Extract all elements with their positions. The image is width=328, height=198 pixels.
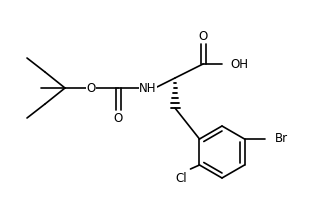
- Text: O: O: [113, 111, 123, 125]
- Text: OH: OH: [230, 57, 248, 70]
- Text: Cl: Cl: [176, 172, 187, 186]
- Text: O: O: [86, 82, 96, 94]
- Text: Br: Br: [275, 132, 288, 146]
- Text: O: O: [198, 30, 208, 43]
- Text: NH: NH: [139, 82, 157, 94]
